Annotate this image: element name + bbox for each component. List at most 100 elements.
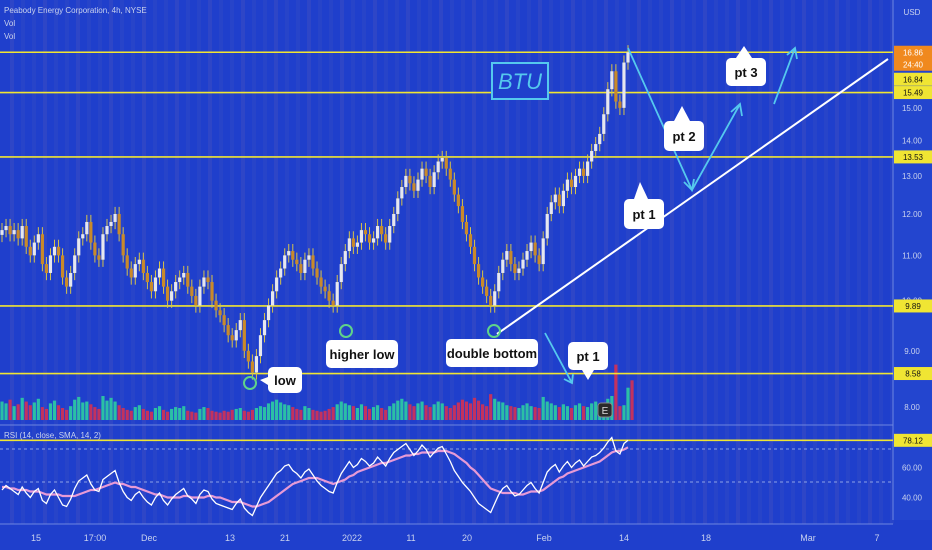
candle[interactable] [517,261,521,281]
candle[interactable] [545,206,549,246]
candle[interactable] [529,235,533,259]
ascending-trendline[interactable] [496,58,889,335]
candle[interactable] [444,150,448,176]
candle[interactable] [331,293,335,313]
candle[interactable] [440,150,444,169]
candle[interactable] [351,231,355,254]
candle[interactable] [214,293,218,318]
candle[interactable] [65,270,69,294]
candle[interactable] [149,274,154,299]
callout-low[interactable]: low [260,367,302,393]
candle[interactable] [81,227,85,246]
candle[interactable] [367,227,372,250]
candle[interactable] [145,265,149,290]
candle[interactable] [428,168,432,195]
candle[interactable] [521,252,525,276]
candle[interactable] [573,168,578,195]
candle[interactable] [319,270,323,294]
candle[interactable] [279,261,283,285]
candle[interactable] [412,176,416,198]
candle[interactable] [44,257,49,281]
candle[interactable] [97,248,101,267]
candle[interactable] [93,235,97,263]
candle[interactable] [581,161,586,184]
candle[interactable] [141,252,145,281]
candle[interactable] [178,270,182,290]
candle[interactable] [161,261,166,294]
candle[interactable] [170,284,174,308]
candle[interactable] [388,218,392,250]
callout-higher-low[interactable]: higher low [326,340,398,368]
candle[interactable] [509,243,513,272]
candle[interactable] [299,257,303,281]
candle[interactable] [266,298,271,328]
candle[interactable] [238,313,242,338]
candle[interactable] [311,248,315,276]
candle[interactable] [291,243,295,267]
candle[interactable] [20,218,24,246]
ticker-label-box[interactable] [491,62,549,100]
candle[interactable] [602,107,606,142]
candle[interactable] [565,172,570,198]
projection-arrows[interactable] [544,46,798,385]
candle[interactable] [275,270,279,299]
candle[interactable] [73,248,77,281]
candle[interactable] [400,179,404,206]
candle[interactable] [610,64,614,97]
candle[interactable] [206,270,210,290]
candle[interactable] [468,227,473,254]
candle[interactable] [258,328,263,364]
earnings-icon[interactable] [597,402,613,418]
candle[interactable] [69,265,73,294]
candle[interactable] [533,235,537,263]
higher-low-marker-icon[interactable] [339,324,353,338]
candle[interactable] [315,261,319,285]
candle[interactable] [307,248,311,267]
candle[interactable] [376,218,380,246]
candle[interactable] [456,187,460,214]
candle[interactable] [283,248,287,276]
candle[interactable] [230,328,234,348]
projection-path-2[interactable] [773,47,796,105]
candle[interactable] [489,288,493,313]
candle[interactable] [408,168,412,191]
candle[interactable] [347,231,351,259]
candle[interactable] [16,223,20,246]
candle[interactable] [8,218,12,242]
callout-pt2[interactable]: pt 2 [664,106,704,151]
candle[interactable] [52,239,57,263]
candle[interactable] [153,270,158,299]
candle[interactable] [202,270,206,294]
candle[interactable] [105,218,109,242]
candle[interactable] [460,199,465,230]
candle[interactable] [614,64,618,109]
candle[interactable] [497,265,501,299]
candle[interactable] [363,223,368,242]
callout-pt3[interactable]: pt 3 [726,46,766,86]
candle[interactable] [246,343,250,369]
candle[interactable] [472,239,477,272]
candle[interactable] [513,257,517,281]
candle[interactable] [250,354,254,380]
candle[interactable] [40,227,44,272]
candle[interactable] [355,235,360,254]
candle[interactable] [262,313,267,343]
candle[interactable] [137,252,141,272]
candle[interactable] [577,161,582,184]
candle[interactable] [254,349,259,380]
candle[interactable] [117,206,121,242]
candle[interactable] [464,214,469,242]
candle[interactable] [222,308,226,333]
candle[interactable] [343,243,347,272]
candle[interactable] [586,154,590,184]
candle[interactable] [36,227,40,250]
candle[interactable] [157,261,162,285]
candle[interactable] [432,165,436,195]
candle[interactable] [416,172,420,198]
candle[interactable] [165,279,170,308]
lower-arrow[interactable] [544,332,573,384]
candle[interactable] [384,227,388,250]
time-axis-panel[interactable] [0,524,932,550]
candle[interactable] [303,252,307,281]
callout-double-bottom[interactable]: double bottom [446,339,538,367]
